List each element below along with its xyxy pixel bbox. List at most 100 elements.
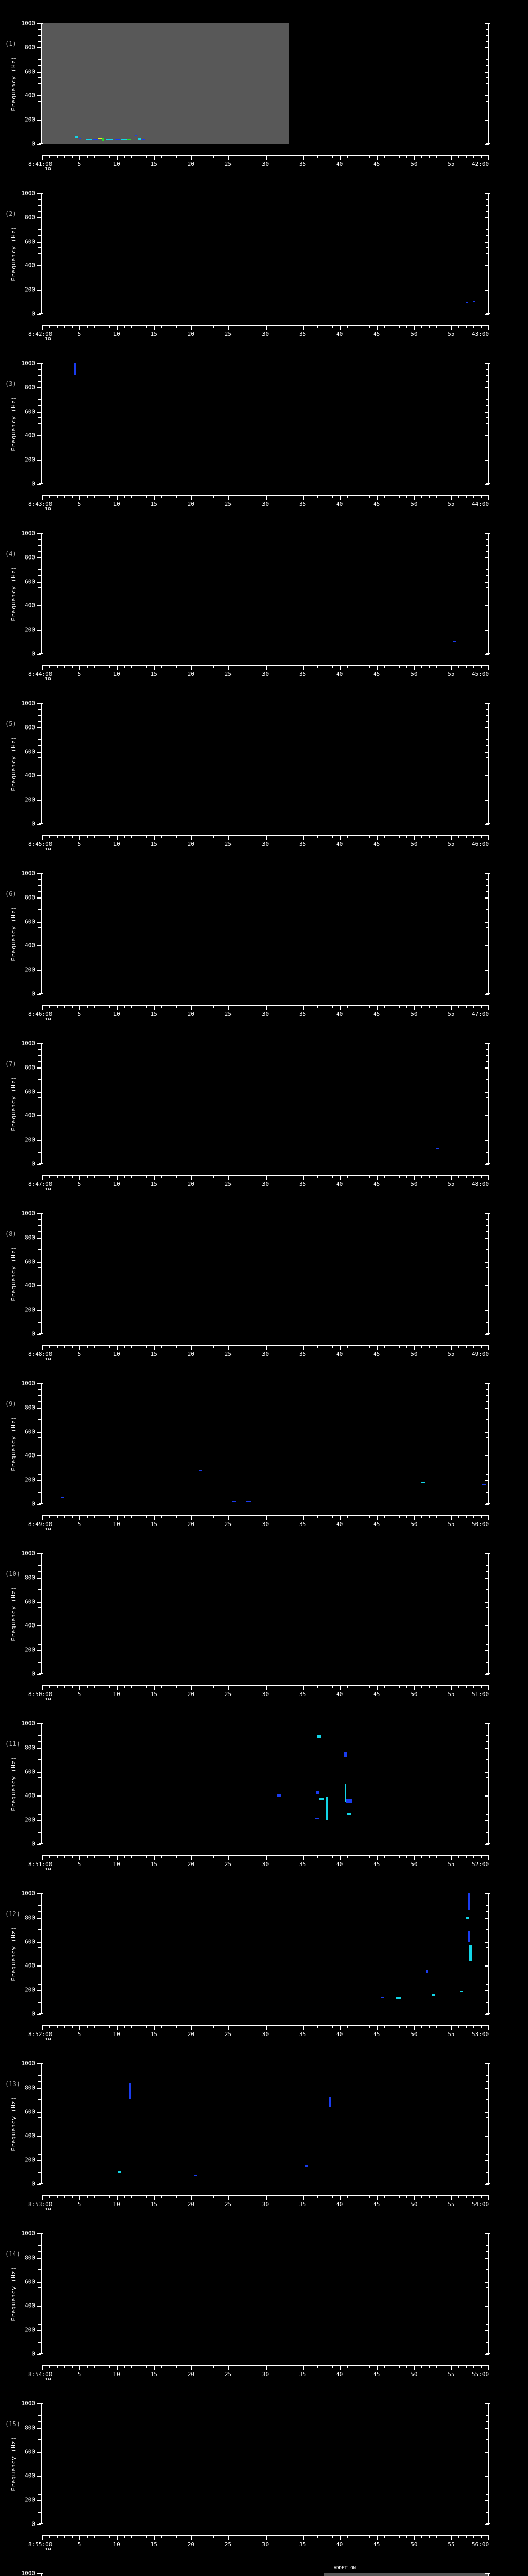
- y-tick: [485, 557, 489, 558]
- x-tick: [146, 2025, 147, 2028]
- y-tick: [37, 2014, 41, 2015]
- x-tick: [384, 2195, 385, 2198]
- x-tick: [466, 2535, 467, 2538]
- y-tick-label: 200: [25, 1646, 35, 1653]
- x-tick: [146, 2195, 147, 2198]
- x-tick-label: 30: [261, 2201, 269, 2208]
- y-tick: [38, 1905, 41, 1906]
- x-tick: [72, 325, 73, 328]
- y-tick: [486, 587, 489, 588]
- y-tick: [37, 1771, 41, 1773]
- x-tick-label: 15: [150, 671, 157, 677]
- x-tick: [369, 1175, 370, 1178]
- y-tick: [486, 545, 489, 546]
- axis-cap: [39, 873, 43, 874]
- x-tick: [488, 835, 489, 840]
- x-tick: [384, 2025, 385, 2028]
- x-tick: [191, 1685, 192, 1690]
- x-axis-end-label: 56:00: [472, 2541, 489, 2548]
- y-tick-label: 800: [25, 1744, 35, 1751]
- plot-area: [42, 873, 488, 994]
- x-tick: [79, 1515, 81, 1520]
- x-tick: [481, 665, 482, 668]
- x-tick: [228, 2195, 229, 2200]
- y-axis-left-spine: [41, 873, 42, 994]
- y-tick: [38, 757, 41, 758]
- y-tick: [486, 885, 489, 886]
- y-tick-label: 600: [25, 1428, 35, 1435]
- x-axis-start-label: 8:46:00: [28, 1011, 53, 1018]
- x-axis-end-label: 50:00: [472, 1521, 489, 1528]
- x-tick: [481, 495, 482, 498]
- y-tick: [485, 751, 489, 753]
- y-tick-label: 800: [25, 724, 35, 731]
- y-tick-label: 400: [25, 2472, 35, 2479]
- y-tick: [38, 721, 41, 722]
- y-axis-title: Frequency (Hz): [9, 1043, 18, 1164]
- x-tick: [64, 1175, 65, 1178]
- date-day: 19: [35, 1697, 61, 1703]
- y-axis-title-text: Frequency (Hz): [10, 736, 17, 791]
- y-tick: [485, 1213, 489, 1214]
- detection-trace: [127, 138, 131, 140]
- detection-trace: [452, 641, 456, 642]
- y-tick: [486, 1151, 489, 1153]
- y-tick: [485, 193, 489, 194]
- x-tick: [399, 2535, 400, 2538]
- y-tick: [37, 1795, 41, 1797]
- y-tick: [486, 1389, 489, 1390]
- x-tick-label: 15: [150, 1861, 157, 1868]
- x-tick: [466, 495, 467, 498]
- x-tick-label: 55: [448, 2371, 455, 2378]
- x-axis-start-label: 8:55:00: [28, 2541, 53, 2548]
- y-tick: [486, 1643, 489, 1645]
- x-axis-end-label: 48:00: [472, 1181, 489, 1188]
- axis-cap: [39, 2013, 43, 2014]
- plot-background: [42, 1553, 488, 1674]
- y-tick: [38, 29, 41, 30]
- x-tick: [161, 325, 162, 328]
- x-tick: [384, 1515, 385, 1518]
- detection-trace: [467, 1930, 470, 1942]
- x-tick: [384, 1005, 385, 1008]
- axis-cap: [39, 1333, 43, 1334]
- date-day: 19: [35, 507, 61, 513]
- y-tick: [38, 2251, 41, 2252]
- y-tick: [37, 265, 41, 267]
- panel-number: (8): [5, 1230, 16, 1238]
- x-tick: [488, 155, 489, 160]
- x-tick: [436, 155, 437, 158]
- spectrogram-panel: (6) Frequency (Hz) 0 200 400 600 800 1000 5 10 15 2…: [0, 850, 528, 1034]
- x-axis-start-label: 8:51:00: [28, 1861, 53, 1868]
- y-tick: [38, 369, 41, 370]
- y-tick: [38, 2099, 41, 2100]
- x-tick: [414, 1685, 415, 1690]
- x-tick: [414, 2025, 415, 2030]
- x-tick: [42, 1345, 43, 1350]
- y-tick: [485, 994, 489, 995]
- x-tick-label: 50: [410, 1351, 418, 1358]
- y-tick: [486, 2415, 489, 2416]
- x-tick: [64, 2365, 65, 2368]
- y-tick: [38, 1662, 41, 1663]
- x-tick: [451, 1175, 452, 1180]
- x-tick: [488, 1855, 489, 1860]
- y-tick-label: 1000: [21, 190, 36, 197]
- x-tick: [79, 1855, 81, 1860]
- x-tick: [161, 1685, 162, 1688]
- x-tick-label: 15: [150, 1011, 157, 1018]
- x-tick: [176, 2535, 177, 2538]
- x-tick: [332, 1855, 333, 1858]
- x-tick: [124, 1515, 125, 1518]
- x-tick: [161, 2535, 162, 2538]
- x-tick-label: 50: [410, 2541, 418, 2548]
- x-tick: [302, 1345, 304, 1350]
- x-tick: [213, 155, 214, 158]
- spectrogram-panel: (11) Frequency (Hz) 0 200 400 600 800 1000 5 10 15…: [0, 1700, 528, 1884]
- x-tick: [458, 495, 459, 498]
- x-tick: [451, 2195, 452, 2200]
- y-tick-label: 400: [25, 772, 35, 779]
- x-tick-label: 10: [113, 161, 120, 167]
- x-tick-label: 55: [448, 501, 455, 507]
- x-tick: [414, 2195, 415, 2200]
